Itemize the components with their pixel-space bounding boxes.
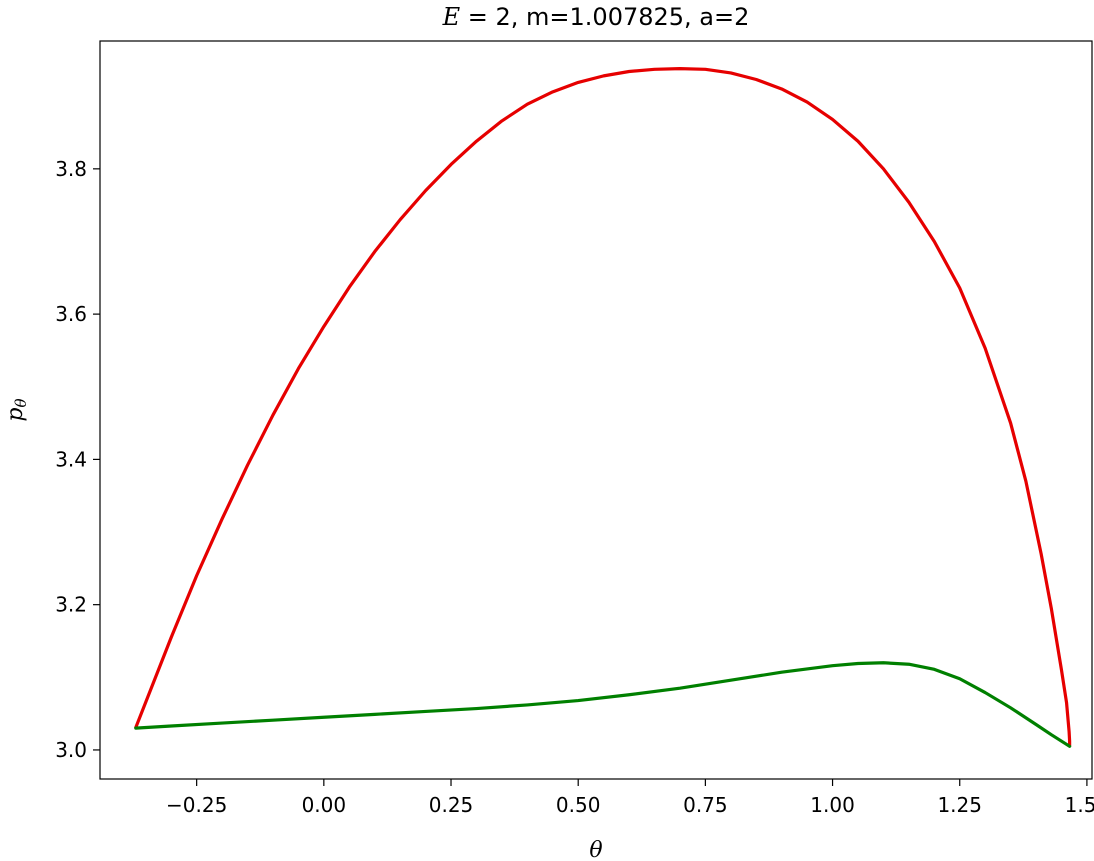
x-tick-label: 0.75 xyxy=(683,793,728,817)
x-tick-label: 0.50 xyxy=(556,793,601,817)
x-axis-ticks: −0.25 0.00 0.25 0.50 0.75 1.00 1.25 1.50 xyxy=(166,779,1094,817)
x-tick-label: 0.00 xyxy=(302,793,347,817)
y-tick-label: 3.2 xyxy=(55,593,87,617)
x-axis-label: θ xyxy=(589,838,602,861)
y-tick-label: 3.0 xyxy=(55,738,87,762)
series-line-0 xyxy=(134,66,1072,748)
x-tick-label: 1.00 xyxy=(810,793,855,817)
chart-title-prefix: E xyxy=(442,3,461,31)
y-axis-label: pθ xyxy=(3,398,30,421)
chart-title-rest: = 2, m=1.007825, a=2 xyxy=(460,3,749,31)
y-axis-ticks: 3.0 3.2 3.4 3.6 3.8 xyxy=(55,157,100,762)
series-line-1 xyxy=(134,661,1072,748)
y-tick-label: 3.6 xyxy=(55,302,87,326)
x-tick-label: −0.25 xyxy=(166,793,227,817)
y-tick-label: 3.8 xyxy=(55,157,87,181)
y-tick-label: 3.4 xyxy=(55,447,87,471)
plot-frame xyxy=(99,40,1093,780)
y-axis-label-base: p xyxy=(3,407,28,421)
x-tick-label: 1.25 xyxy=(937,793,982,817)
x-tick-label: 0.25 xyxy=(429,793,474,817)
x-tick-label: 1.50 xyxy=(1065,793,1094,817)
chart-title: E = 2, m=1.007825, a=2 xyxy=(442,3,750,31)
y-axis-label-sub: θ xyxy=(12,398,30,407)
series-group xyxy=(134,66,1072,748)
